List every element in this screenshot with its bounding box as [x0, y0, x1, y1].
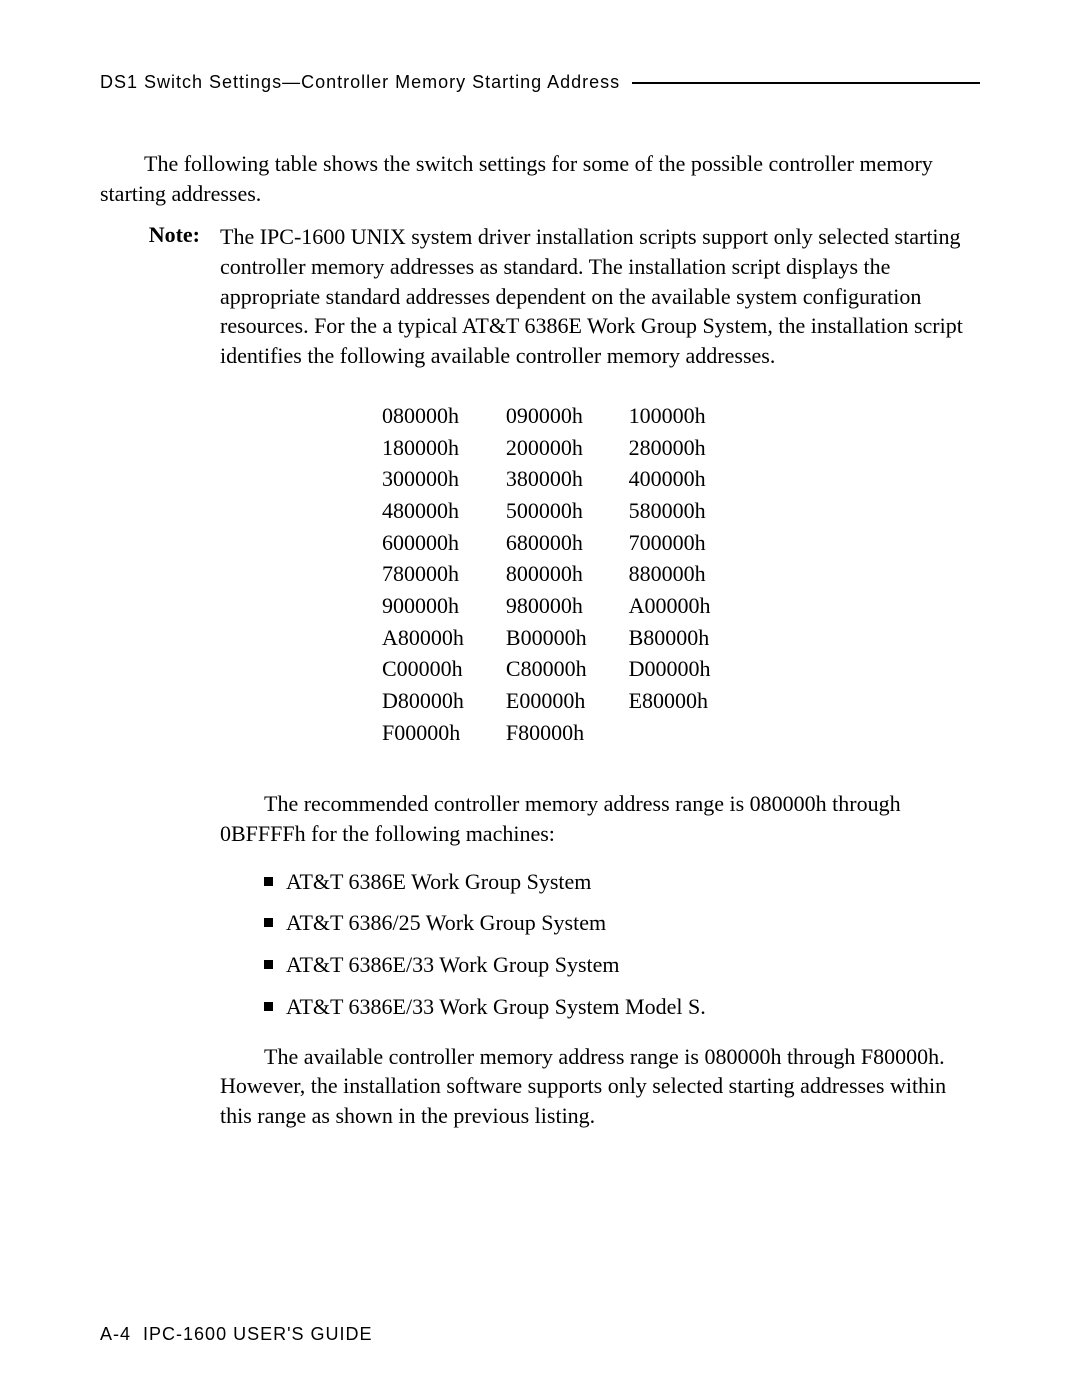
addr-cell: 280000h — [629, 433, 751, 463]
addr-cell: 180000h — [382, 433, 504, 463]
table-row: 300000h380000h400000h — [382, 464, 750, 494]
note-block: Note: The IPC-1600 UNIX system driver in… — [100, 222, 980, 370]
address-table-body: 080000h090000h100000h 180000h200000h2800… — [382, 401, 750, 748]
addr-cell: 680000h — [506, 528, 627, 558]
addr-cell: 900000h — [382, 591, 504, 621]
addr-cell: 600000h — [382, 528, 504, 558]
addr-cell: 800000h — [506, 559, 627, 589]
table-row: D80000hE00000hE80000h — [382, 686, 750, 716]
addr-cell: D80000h — [382, 686, 504, 716]
footer-title: IPC-1600 USER'S GUIDE — [143, 1324, 373, 1344]
addr-cell: 980000h — [506, 591, 627, 621]
page-header: DS1 Switch Settings—Controller Memory St… — [100, 72, 980, 93]
header-text: DS1 Switch Settings—Controller Memory St… — [100, 72, 620, 93]
addr-cell: 380000h — [506, 464, 627, 494]
list-item: AT&T 6386E Work Group System — [264, 867, 980, 897]
addr-cell: 700000h — [629, 528, 751, 558]
table-row: 600000h680000h700000h — [382, 528, 750, 558]
addr-cell: 880000h — [629, 559, 751, 589]
footer-page: A-4 — [100, 1324, 131, 1344]
indented-content: The recommended controller memory addres… — [220, 789, 980, 1130]
addr-cell: B80000h — [629, 623, 751, 653]
table-row: 080000h090000h100000h — [382, 401, 750, 431]
addr-cell: C80000h — [506, 654, 627, 684]
machine-list: AT&T 6386E Work Group System AT&T 6386/2… — [264, 867, 980, 1022]
intro-paragraph: The following table shows the switch set… — [100, 149, 980, 208]
list-item: AT&T 6386E/33 Work Group System Model S. — [264, 992, 980, 1022]
addr-cell: E00000h — [506, 686, 627, 716]
table-row: 900000h980000hA00000h — [382, 591, 750, 621]
address-table: 080000h090000h100000h 180000h200000h2800… — [380, 399, 752, 750]
addr-cell: 090000h — [506, 401, 627, 431]
addr-cell: 200000h — [506, 433, 627, 463]
addr-cell: 400000h — [629, 464, 751, 494]
header-rule — [632, 82, 980, 84]
table-row: 180000h200000h280000h — [382, 433, 750, 463]
available-paragraph: The available controller memory address … — [220, 1042, 980, 1131]
addr-cell: E80000h — [629, 686, 751, 716]
recommended-paragraph: The recommended controller memory addres… — [220, 789, 980, 848]
table-row: C00000hC80000hD00000h — [382, 654, 750, 684]
note-body: The IPC-1600 UNIX system driver installa… — [220, 222, 980, 370]
addr-cell: F80000h — [506, 718, 627, 748]
addr-cell: 100000h — [629, 401, 751, 431]
table-row: F00000hF80000h — [382, 718, 750, 748]
addr-cell: 580000h — [629, 496, 751, 526]
table-row: A80000hB00000hB80000h — [382, 623, 750, 653]
addr-cell: 500000h — [506, 496, 627, 526]
addr-cell — [629, 718, 751, 748]
addr-cell: D00000h — [629, 654, 751, 684]
addr-cell: A00000h — [629, 591, 751, 621]
addr-cell: A80000h — [382, 623, 504, 653]
addr-cell: 480000h — [382, 496, 504, 526]
addr-cell: 080000h — [382, 401, 504, 431]
table-row: 480000h500000h580000h — [382, 496, 750, 526]
addr-cell: 300000h — [382, 464, 504, 494]
addr-cell: 780000h — [382, 559, 504, 589]
addr-cell: C00000h — [382, 654, 504, 684]
addr-cell: B00000h — [506, 623, 627, 653]
page-footer: A-4 IPC-1600 USER'S GUIDE — [100, 1324, 373, 1345]
list-item: AT&T 6386/25 Work Group System — [264, 908, 980, 938]
table-row: 780000h800000h880000h — [382, 559, 750, 589]
list-item: AT&T 6386E/33 Work Group System — [264, 950, 980, 980]
note-label: Note: — [100, 222, 220, 370]
addr-cell: F00000h — [382, 718, 504, 748]
